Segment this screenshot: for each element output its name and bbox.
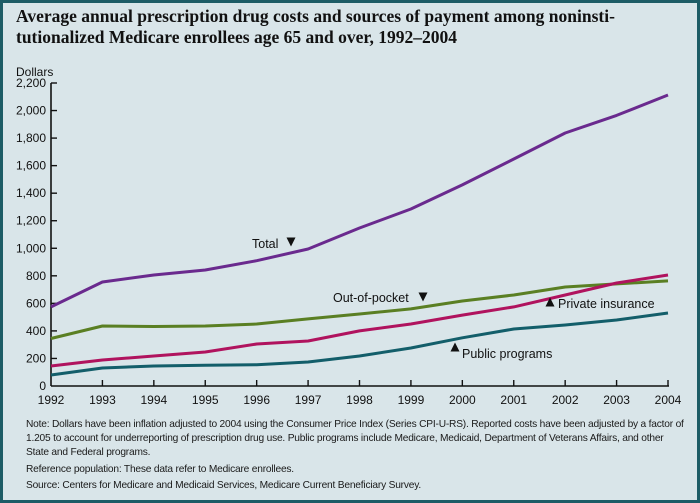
x-tick-label: 2004	[655, 393, 682, 407]
x-tick-label: 2002	[552, 393, 579, 407]
notes: Note: Dollars have been inflation adjust…	[26, 418, 686, 496]
up-triangle-marker-icon	[450, 342, 460, 352]
series-line-private-insurance	[50, 273, 669, 368]
series-line-public-programs	[50, 311, 669, 377]
y-tick-label: 600	[26, 296, 46, 310]
reference-population-text: Reference population: These data refer t…	[26, 463, 294, 475]
down-triangle-marker-icon	[418, 292, 428, 302]
y-tick-label: 200	[26, 351, 46, 365]
series-line-total	[50, 93, 669, 309]
x-tick-label: 1993	[89, 393, 116, 407]
x-tick-label: 2003	[603, 393, 630, 407]
y-tick-label: 0	[39, 379, 46, 393]
x-tick-label: 1997	[295, 393, 322, 407]
x-tick-label: 1995	[192, 393, 219, 407]
x-tick-label: 1999	[398, 393, 425, 407]
x-tick-label: 1998	[346, 393, 373, 407]
down-triangle-marker-icon	[286, 237, 296, 247]
y-axis: 0 200 400 600 800 1,000 1,200 1,400 1,600 1,800 2,…	[16, 76, 57, 393]
x-tick-label: 1992	[38, 393, 65, 407]
y-tick-label: 1,400	[16, 186, 46, 200]
x-tick-label: 2000	[449, 393, 476, 407]
y-tick-label: 1,800	[16, 131, 46, 145]
title-line-2: tutionalized Medicare enrollees age 65 a…	[16, 27, 458, 47]
line-chart: Dollars 0 200 400 600 800 1,000 1,200 1,400 1,60…	[16, 65, 682, 407]
source-text: Source: Centers for Medicare and Medicai…	[26, 480, 421, 491]
annotation-public-programs: Public programs	[462, 347, 552, 361]
x-tick-label: 1996	[243, 393, 270, 407]
x-tick-label: 1994	[140, 393, 167, 407]
annotation-private-insurance: Private insurance	[558, 297, 655, 311]
annotation-out-of-pocket: Out-of-pocket	[333, 291, 409, 305]
y-tick-label: 2,000	[16, 104, 46, 118]
annotation-total: Total	[252, 237, 278, 251]
x-axis: 1992 1993 1994 1995 1996 1997 1998 1999 2000 2001…	[38, 380, 682, 407]
series-group	[50, 93, 669, 377]
title-line-1: Average annual prescription drug costs a…	[16, 6, 615, 26]
y-tick-label: 1,200	[16, 214, 46, 228]
note-text: Note: Dollars have been inflation adjust…	[26, 419, 684, 458]
y-tick-label: 1,600	[16, 159, 46, 173]
y-tick-label: 1,000	[16, 241, 46, 255]
y-axis-label: Dollars	[16, 65, 53, 79]
y-tick-label: 800	[26, 269, 46, 283]
y-tick-label: 400	[26, 324, 46, 338]
y-tick-label: 2,200	[16, 76, 46, 90]
x-tick-label: 2001	[500, 393, 527, 407]
up-triangle-marker-icon	[545, 297, 555, 307]
annotations-group: Total Out-of-pocket Private insurance Publi…	[252, 237, 655, 361]
chart-title: Average annual prescription drug costs a…	[16, 6, 686, 48]
series-line-out-of-pocket	[50, 279, 669, 340]
